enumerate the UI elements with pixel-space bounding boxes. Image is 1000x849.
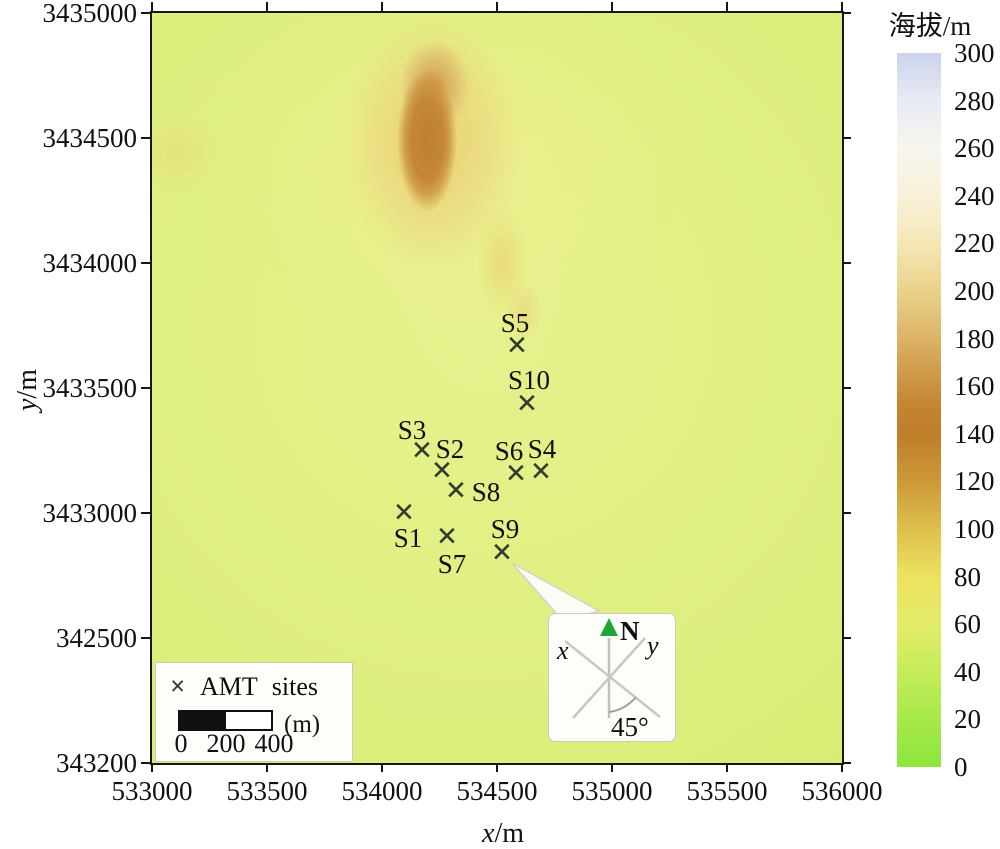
y-tick-left bbox=[141, 762, 150, 764]
legend-box: × AMT sites (m) 0 200 400 bbox=[155, 662, 353, 762]
colorbar-title: 海拔/m bbox=[888, 11, 972, 41]
x-tick-top bbox=[726, 2, 728, 11]
site-label-s8: S8 bbox=[471, 477, 501, 507]
north-arrow-icon bbox=[600, 618, 618, 636]
plot-area bbox=[150, 11, 844, 765]
y-tick-right bbox=[842, 12, 851, 14]
colorbar-tick-label: 20 bbox=[954, 704, 981, 735]
x-tick-label: 535000 bbox=[571, 776, 653, 806]
site-label-s7: S7 bbox=[437, 549, 467, 579]
compass-north-label: N bbox=[620, 616, 640, 646]
colorbar-tick-label: 280 bbox=[954, 85, 995, 116]
y-tick-label: 342500 bbox=[56, 623, 137, 653]
x-tick-label: 534000 bbox=[341, 776, 423, 806]
site-label-s1: S1 bbox=[393, 523, 423, 553]
colorbar-tick-label: 40 bbox=[954, 656, 981, 687]
scale-bar-unit: (m) bbox=[284, 711, 321, 738]
colorbar-tick-label: 0 bbox=[954, 752, 968, 782]
colorbar-tick-label: 260 bbox=[954, 133, 995, 164]
x-tick-label: 536000 bbox=[801, 776, 883, 806]
y-tick-left bbox=[141, 12, 150, 14]
x-tick-top bbox=[496, 2, 498, 11]
y-tick-right bbox=[842, 387, 851, 389]
colorbar-gradient bbox=[897, 53, 941, 767]
x-tick-bottom bbox=[266, 763, 268, 772]
compass-inset: N x y 45° bbox=[548, 613, 676, 742]
y-tick-left bbox=[141, 262, 150, 264]
colorbar-tick-label: 180 bbox=[954, 323, 995, 354]
site-label-s3: S3 bbox=[397, 415, 427, 445]
x-tick-bottom bbox=[841, 763, 843, 772]
scale-bar-black-segment bbox=[180, 712, 226, 729]
y-tick-label: 3434000 bbox=[42, 248, 138, 278]
colorbar-tick-label: 220 bbox=[954, 228, 995, 259]
scale-number-0: 0 bbox=[174, 729, 188, 758]
y-tick-label: 3433500 bbox=[42, 373, 138, 403]
colorbar-tick-label: 160 bbox=[954, 371, 995, 402]
colorbar-tick-label: 100 bbox=[954, 514, 995, 544]
scale-bar bbox=[178, 710, 273, 731]
x-tick-label: 534500 bbox=[456, 776, 538, 806]
x-axis-unit: /m bbox=[494, 818, 524, 849]
colorbar-tick-label: 120 bbox=[954, 466, 995, 497]
x-tick-top bbox=[611, 2, 613, 11]
compass-angle-arc bbox=[608, 696, 637, 713]
y-tick-right bbox=[842, 637, 851, 639]
site-label-s6: S6 bbox=[494, 436, 524, 466]
x-tick-top bbox=[841, 2, 843, 11]
x-axis-variable: x bbox=[482, 818, 495, 849]
compass-angle-label: 45° bbox=[611, 712, 649, 741]
site-label-s10: S10 bbox=[507, 365, 551, 395]
legend-amt-sites-label: AMT sites bbox=[200, 672, 319, 701]
y-tick-label: 343200 bbox=[56, 748, 137, 778]
colorbar-tick-label: 60 bbox=[954, 609, 981, 640]
x-tick-bottom bbox=[726, 763, 728, 772]
colorbar-tick-label: 80 bbox=[954, 561, 981, 592]
y-tick-right bbox=[842, 262, 851, 264]
y-tick-left bbox=[141, 387, 150, 389]
y-tick-label: 3433000 bbox=[42, 498, 138, 528]
amt-site-marker-icon: × bbox=[170, 671, 186, 701]
scale-number-400: 400 bbox=[254, 729, 294, 758]
colorbar-tick-label: 300 bbox=[954, 38, 995, 68]
y-tick-left bbox=[141, 137, 150, 139]
x-tick-label: 535500 bbox=[686, 776, 768, 806]
elevation-map-surface bbox=[152, 13, 842, 763]
compass-y-label: y bbox=[644, 631, 659, 660]
x-tick-label: 533500 bbox=[226, 776, 308, 806]
x-tick-bottom bbox=[611, 763, 613, 772]
colorbar-tick-label: 140 bbox=[954, 418, 995, 449]
compass-x-axis-line bbox=[564, 640, 661, 718]
compass-x-label: x bbox=[556, 636, 569, 665]
x-tick-bottom bbox=[151, 763, 153, 772]
x-tick-top bbox=[381, 2, 383, 11]
x-tick-top bbox=[266, 2, 268, 11]
x-tick-label: 533000 bbox=[111, 776, 193, 806]
x-tick-top bbox=[151, 2, 153, 11]
y-tick-left bbox=[141, 512, 150, 514]
colorbar-tick-label: 240 bbox=[954, 180, 995, 211]
y-tick-left bbox=[141, 637, 150, 639]
colorbar-tick-label: 200 bbox=[954, 276, 995, 306]
x-tick-bottom bbox=[381, 763, 383, 772]
site-label-s2: S2 bbox=[435, 434, 465, 464]
compass-y-axis-line bbox=[572, 637, 646, 719]
y-tick-right bbox=[842, 762, 851, 764]
site-label-s9: S9 bbox=[490, 514, 520, 544]
y-tick-right bbox=[842, 137, 851, 139]
y-tick-right bbox=[842, 512, 851, 514]
site-label-s5: S5 bbox=[500, 308, 530, 338]
x-tick-bottom bbox=[496, 763, 498, 772]
site-label-s4: S4 bbox=[527, 434, 557, 464]
x-axis-title: x/m bbox=[443, 818, 563, 849]
scale-number-200: 200 bbox=[206, 729, 246, 758]
y-tick-label: 3434500 bbox=[42, 123, 138, 153]
y-tick-label: 3435000 bbox=[42, 0, 138, 28]
